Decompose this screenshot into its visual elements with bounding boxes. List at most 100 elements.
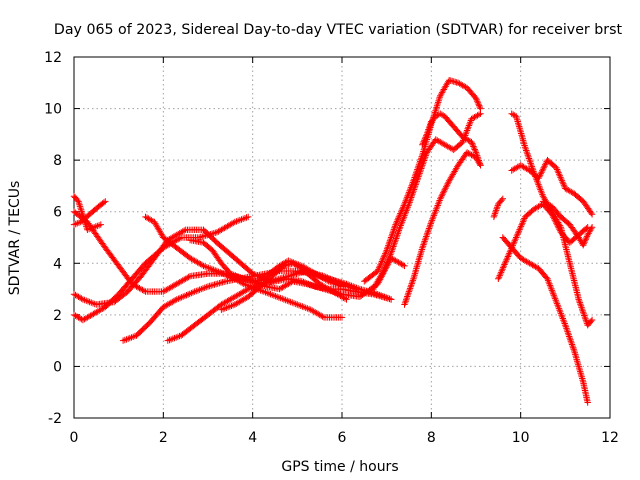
data-point: [520, 216, 527, 224]
data-point: [440, 188, 448, 195]
data-point: [476, 158, 483, 166]
x-tick-label: 2: [159, 430, 168, 446]
data-point: [544, 275, 551, 282]
data-point: [387, 234, 395, 241]
data-point: [588, 316, 596, 324]
data-point: [228, 302, 235, 309]
data-point: [396, 225, 403, 232]
series-arc-h: [164, 275, 395, 344]
data-point: [241, 215, 249, 222]
data-point: [409, 277, 417, 284]
data-point: [512, 235, 519, 243]
data-point: [233, 218, 240, 225]
series-arc-a: [70, 208, 408, 300]
data-point: [424, 230, 431, 237]
data-point: [500, 262, 507, 270]
data-point: [510, 239, 518, 246]
data-point: [425, 124, 433, 132]
data-point: [379, 268, 387, 276]
data-point: [497, 270, 504, 278]
data-point: [587, 318, 595, 325]
data-point: [555, 224, 562, 231]
data-point: [409, 189, 417, 196]
data-point: [259, 287, 266, 295]
series-arc-r: [499, 234, 591, 406]
data-point: [376, 263, 383, 270]
data-point: [579, 307, 586, 314]
data-point: [468, 138, 475, 146]
data-point: [140, 287, 148, 294]
data-point: [404, 293, 411, 300]
data-point: [84, 298, 92, 305]
data-point: [305, 305, 313, 313]
data-point: [375, 266, 382, 273]
data-point: [444, 180, 451, 187]
data-point: [393, 218, 401, 225]
data-point: [172, 297, 179, 304]
data-point: [539, 191, 546, 198]
data-point: [387, 251, 394, 258]
data-point: [445, 179, 452, 186]
data-point: [403, 296, 410, 303]
data-point: [472, 95, 480, 102]
data-point: [381, 265, 388, 272]
data-point: [551, 217, 559, 224]
data-point: [559, 179, 566, 186]
data-point: [558, 177, 566, 184]
data-point: [394, 216, 401, 223]
data-point: [553, 220, 560, 227]
data-point: [243, 286, 250, 294]
data-point: [405, 290, 412, 297]
data-point: [495, 274, 503, 281]
data-point: [517, 224, 524, 232]
data-point: [185, 273, 192, 281]
data-point: [583, 234, 590, 242]
data-point: [403, 207, 410, 214]
data-point: [392, 221, 399, 228]
x-tick-label: 10: [512, 430, 530, 446]
data-point: [515, 229, 522, 236]
data-point: [476, 102, 483, 109]
data-point: [552, 218, 559, 225]
data-point: [566, 333, 573, 340]
data-point: [541, 163, 548, 170]
data-point: [504, 253, 512, 260]
data-point: [378, 258, 386, 265]
data-point: [125, 335, 132, 342]
data-point: [166, 336, 173, 344]
data-point: [560, 180, 567, 187]
data-point: [438, 192, 445, 199]
data-point: [471, 146, 478, 153]
data-point: [510, 111, 517, 118]
data-point: [534, 179, 542, 187]
data-point: [443, 182, 451, 189]
data-point: [546, 282, 554, 289]
data-point: [551, 215, 558, 222]
data-point: [194, 287, 202, 294]
data-point: [540, 164, 547, 171]
data-point: [557, 174, 564, 181]
data-point: [556, 226, 563, 233]
data-point: [539, 166, 547, 173]
data-point: [553, 298, 560, 306]
data-point: [556, 172, 563, 179]
data-layer: [70, 77, 596, 406]
data-point: [390, 241, 398, 249]
data-point: [205, 264, 212, 271]
data-point: [429, 215, 436, 222]
data-point: [588, 225, 595, 232]
data-point: [536, 173, 543, 180]
data-point: [387, 249, 395, 257]
data-point: [495, 275, 502, 282]
data-point: [580, 242, 587, 249]
y-tick-label: 10: [44, 102, 62, 118]
data-point: [399, 261, 407, 269]
data-point: [578, 304, 585, 311]
data-point: [386, 237, 394, 244]
data-point: [412, 181, 419, 188]
data-point: [427, 121, 434, 128]
data-point: [463, 128, 470, 136]
data-point: [391, 238, 399, 245]
series-arc-d: [70, 226, 359, 308]
